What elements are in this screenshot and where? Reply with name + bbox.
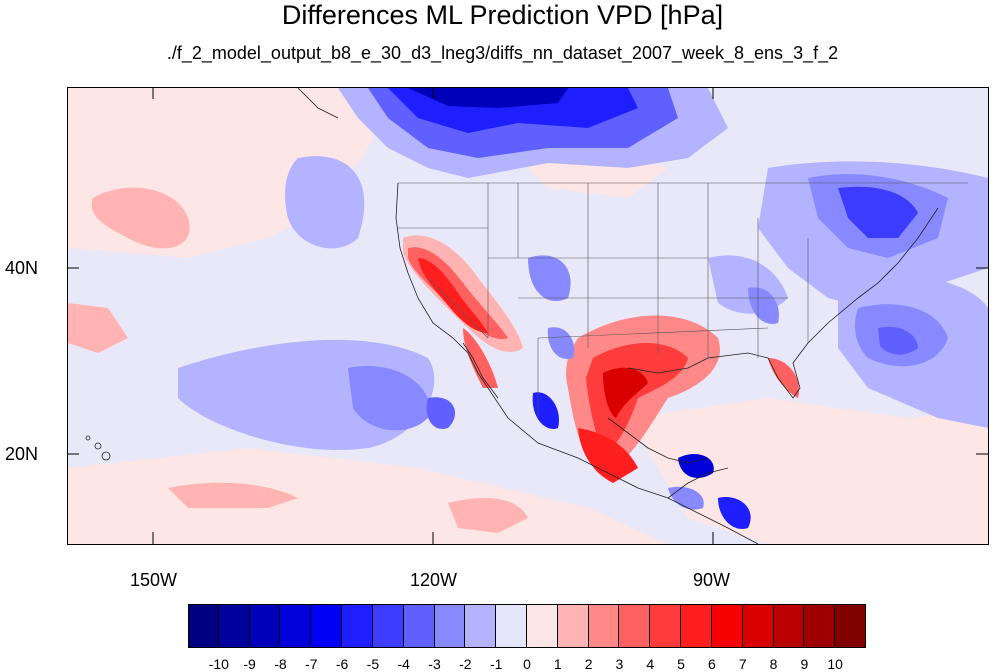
colorbar-swatch (496, 604, 527, 648)
colorbar-tick-label: -2 (459, 656, 472, 672)
colorbar-tick-label: 8 (769, 656, 778, 672)
colorbar-tick-label: 6 (708, 656, 716, 672)
colorbar-swatch (650, 604, 682, 648)
colorbar-tick-label: -10 (208, 656, 229, 672)
colorbar-swatch (619, 604, 651, 648)
colorbar-tick-label: 3 (615, 656, 624, 672)
colorbar-swatch (465, 604, 497, 648)
colorbar-tick-label: 0 (523, 656, 531, 672)
chart-subtitle: ./f_2_model_output_b8_e_30_d3_lneg3/diff… (166, 43, 839, 63)
colorbar-tick-label: 10 (827, 656, 843, 672)
colorbar-swatch (804, 604, 836, 648)
colorbar-tick-label: -1 (489, 656, 503, 672)
colorbar-border (188, 604, 866, 648)
colorbar-swatch (218, 604, 250, 648)
state-borders (398, 182, 968, 418)
map-plot-area[interactable] (67, 87, 989, 545)
colorbar-swatch (557, 604, 589, 648)
colorbar-tick-label: -7 (305, 656, 318, 672)
colorbar (188, 604, 866, 648)
colorbar-tick-label: 4 (646, 656, 655, 672)
hawaii-islands (85, 435, 111, 461)
colorbar-tick-label: 9 (800, 656, 809, 672)
lon-label-150w: 150W (130, 570, 178, 590)
colorbar-swatch (342, 604, 373, 648)
colorbar-swatch (372, 604, 404, 648)
colorbar-swatch (527, 604, 558, 648)
colorbar-swatch (249, 604, 281, 648)
colorbar-tick-label: 1 (553, 656, 562, 672)
colorbar-tick-label: 7 (738, 656, 747, 672)
coastlines (297, 88, 939, 544)
lat-label-20n: 20N (5, 444, 39, 464)
colorbar-swatch (280, 604, 312, 648)
colorbar-tick-label: -9 (243, 656, 256, 672)
colorbar-swatch (711, 604, 743, 648)
lat-label-40n: 40N (5, 258, 39, 278)
colorbar-swatch (588, 604, 620, 648)
colorbar-swatch (403, 604, 435, 648)
lon-label-90w: 90W (693, 570, 731, 590)
colorbar-tick-label: -3 (428, 656, 441, 672)
colorbar-swatch (311, 604, 343, 648)
colorbar-swatch (742, 604, 774, 648)
vpd-difference-field (68, 88, 988, 544)
colorbar-tick-label: -8 (274, 656, 287, 672)
colorbar-tick-label: -5 (366, 656, 380, 672)
colorbar-tick-label: -4 (397, 656, 410, 672)
colorbar-swatch (188, 604, 219, 648)
colorbar-swatch (681, 604, 712, 648)
colorbar-swatch (773, 604, 805, 648)
chart-title: Differences ML Prediction VPD [hPa] (281, 0, 724, 30)
lon-label-120w: 120W (410, 570, 458, 590)
colorbar-swatch (434, 604, 466, 648)
colorbar-tick-label: 5 (677, 656, 685, 672)
colorbar-tick-label: -6 (335, 656, 349, 672)
colorbar-tick-label: 2 (584, 656, 593, 672)
